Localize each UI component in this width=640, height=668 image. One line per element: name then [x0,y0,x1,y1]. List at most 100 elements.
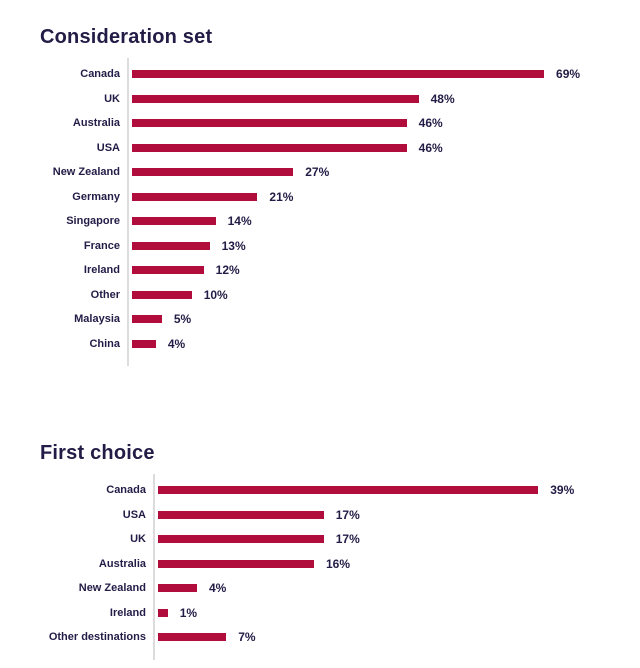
bar [158,559,314,568]
value-label: 10% [203,287,228,302]
value-label: 39% [550,483,575,498]
y-axis-line [153,474,155,660]
bar-row: UK 17% [40,527,640,552]
bar [132,339,156,348]
bar-track: 4% [130,337,550,351]
value-label: 27% [305,165,330,180]
bar-row: Australia 46% [40,111,640,136]
bar [132,119,407,128]
bar [132,217,216,226]
category-label: Malaysia [74,313,120,326]
value-label: 4% [209,581,227,596]
plot-area: Canada 69% UK 48% Australia 46% USA 46% New Zeal… [40,58,640,366]
bar [132,266,204,275]
bar [132,241,210,250]
category-label: USA [122,508,146,521]
category-label: New Zealand [78,582,146,595]
bar-track: 13% [130,239,550,253]
bar-track: 16% [156,557,548,571]
category-label: Ireland [109,606,146,619]
bar-row: UK 48% [40,87,640,112]
bar-row: USA 46% [40,136,640,161]
value-label: 48% [430,91,455,106]
value-label: 1% [179,605,198,620]
category-label: Australia [72,117,120,130]
bar [158,535,324,544]
chart-title: Consideration set [40,26,213,48]
bar-track: 4% [156,581,548,595]
bar-row: Other destinations 7% [40,625,640,650]
value-label: 14% [227,214,252,229]
bar-track: 7% [156,630,548,644]
bar-track: 5% [130,312,550,326]
category-label: USA [96,141,120,154]
bar-row: Ireland 12% [40,258,640,283]
value-label: 4% [167,336,186,351]
bar-row: Ireland 1% [40,601,640,626]
bar-row: Canada 39% [40,478,640,503]
chart-title: First choice [40,442,155,464]
category-label: Canada [80,68,120,81]
bar-track: 1% [156,606,548,620]
category-label: New Zealand [52,166,120,179]
bar [158,633,227,642]
bar-row: New Zealand 27% [40,160,640,185]
bar [132,70,545,79]
bar-track: 69% [130,67,580,81]
bar [158,486,539,495]
category-label: Other destinations [48,631,146,644]
bar-track: 27% [130,165,550,179]
bar-track: 17% [156,532,548,546]
category-label: France [83,239,120,252]
y-axis-line [127,58,129,366]
bar-row: Malaysia 5% [40,307,640,332]
category-label: Other [90,288,120,301]
category-label: UK [130,533,146,546]
value-label: 46% [418,116,443,131]
category-label: Ireland [83,264,120,277]
bar-track: 48% [130,92,550,106]
bar [158,608,168,617]
bar [132,290,192,299]
bar-row: Other 10% [40,283,640,308]
value-label: 46% [418,140,443,155]
category-label: China [89,337,120,350]
value-label: 17% [335,507,360,522]
category-label: Singapore [66,215,120,228]
chart-consideration-set: Consideration set Canada 69% UK 48% Australi… [40,26,640,366]
value-label: 21% [269,189,294,204]
bar-row: Singapore 14% [40,209,640,234]
category-label: Australia [98,557,146,570]
bar [132,192,258,201]
bar-track: 39% [156,483,574,497]
category-label: Germany [72,190,120,203]
bar [132,168,294,177]
bar [132,315,162,324]
bar-track: 14% [130,214,550,228]
value-label: 16% [326,556,351,571]
value-label: 17% [335,532,360,547]
bar-track: 17% [156,508,548,522]
bar [158,584,197,593]
value-label: 69% [556,67,581,82]
value-label: 12% [215,263,240,278]
bar [132,143,407,152]
bar-track: 46% [130,141,550,155]
bar-row: USA 17% [40,503,640,528]
value-label: 13% [221,238,246,253]
bar-track: 46% [130,116,550,130]
bar [132,94,419,103]
bar-row: Germany 21% [40,185,640,210]
value-label: 5% [173,312,192,327]
bar-row: France 13% [40,234,640,259]
category-label: Canada [106,484,146,497]
bar-row: New Zealand 4% [40,576,640,601]
bar [158,510,324,519]
bar-row: China 4% [40,332,640,357]
chart-first-choice: First choice Canada 39% USA 17% UK 17% Austral… [40,442,640,660]
bar-track: 21% [130,190,550,204]
category-label: UK [104,92,120,105]
bar-row: Australia 16% [40,552,640,577]
value-label: 7% [238,630,256,645]
